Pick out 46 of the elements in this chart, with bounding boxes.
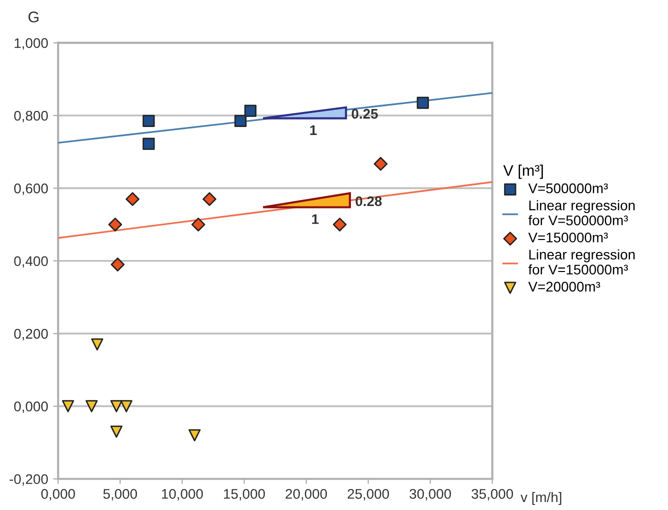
legend-label: Linear regression for V=500000m³ [528,200,635,226]
x-tick-label: 30,000 [410,488,451,500]
point [126,192,140,206]
x-axis-title: v [m/h] [520,492,562,505]
legend-label: V=500000m³ [528,183,608,194]
x-tick-label: 0,000 [41,488,75,500]
point [110,258,125,272]
annotation: 0.28 [356,196,382,206]
point [416,96,429,109]
point [120,400,132,412]
legend-label: V=20000m³ [528,282,600,292]
point [202,192,216,206]
annotation: 0.25 [352,108,378,119]
x-tick-label: 35,000 [472,488,514,500]
point [110,426,122,438]
annotation: 1 [312,214,319,224]
point [91,338,104,351]
point [108,218,122,232]
y-tick-label: 0,400 [14,256,48,268]
y-tick-label: -0,200 [10,474,48,486]
point [110,400,122,412]
point [62,400,74,412]
x-tick-label: 15,000 [224,488,265,500]
point [188,429,201,442]
point [86,400,98,412]
x-tick-label: 10,000 [162,488,203,500]
legend-title: V [m³] [503,164,543,179]
y-tick-label: 0,000 [14,402,48,414]
x-tick-label: 20,000 [286,488,327,500]
x-tick-label: 5,000 [103,488,137,500]
point [332,218,347,232]
point [142,114,155,128]
annotation: 1 [310,125,317,135]
legend-label: V=150000m³ [528,232,608,242]
y-tick-label: 1,000 [14,38,48,50]
legend-label: Linear regression for V=150000m³ [528,249,635,275]
x-tick-label: 25,000 [348,488,389,500]
point [374,156,388,171]
y-axis-title: G [28,12,38,22]
y-tick-label: 0,800 [14,110,48,122]
y-tick-label: 0,600 [14,184,48,195]
point [191,218,206,232]
point [142,138,155,150]
point [234,114,247,128]
point [244,104,256,117]
y-tick-label: 0,200 [14,328,48,340]
